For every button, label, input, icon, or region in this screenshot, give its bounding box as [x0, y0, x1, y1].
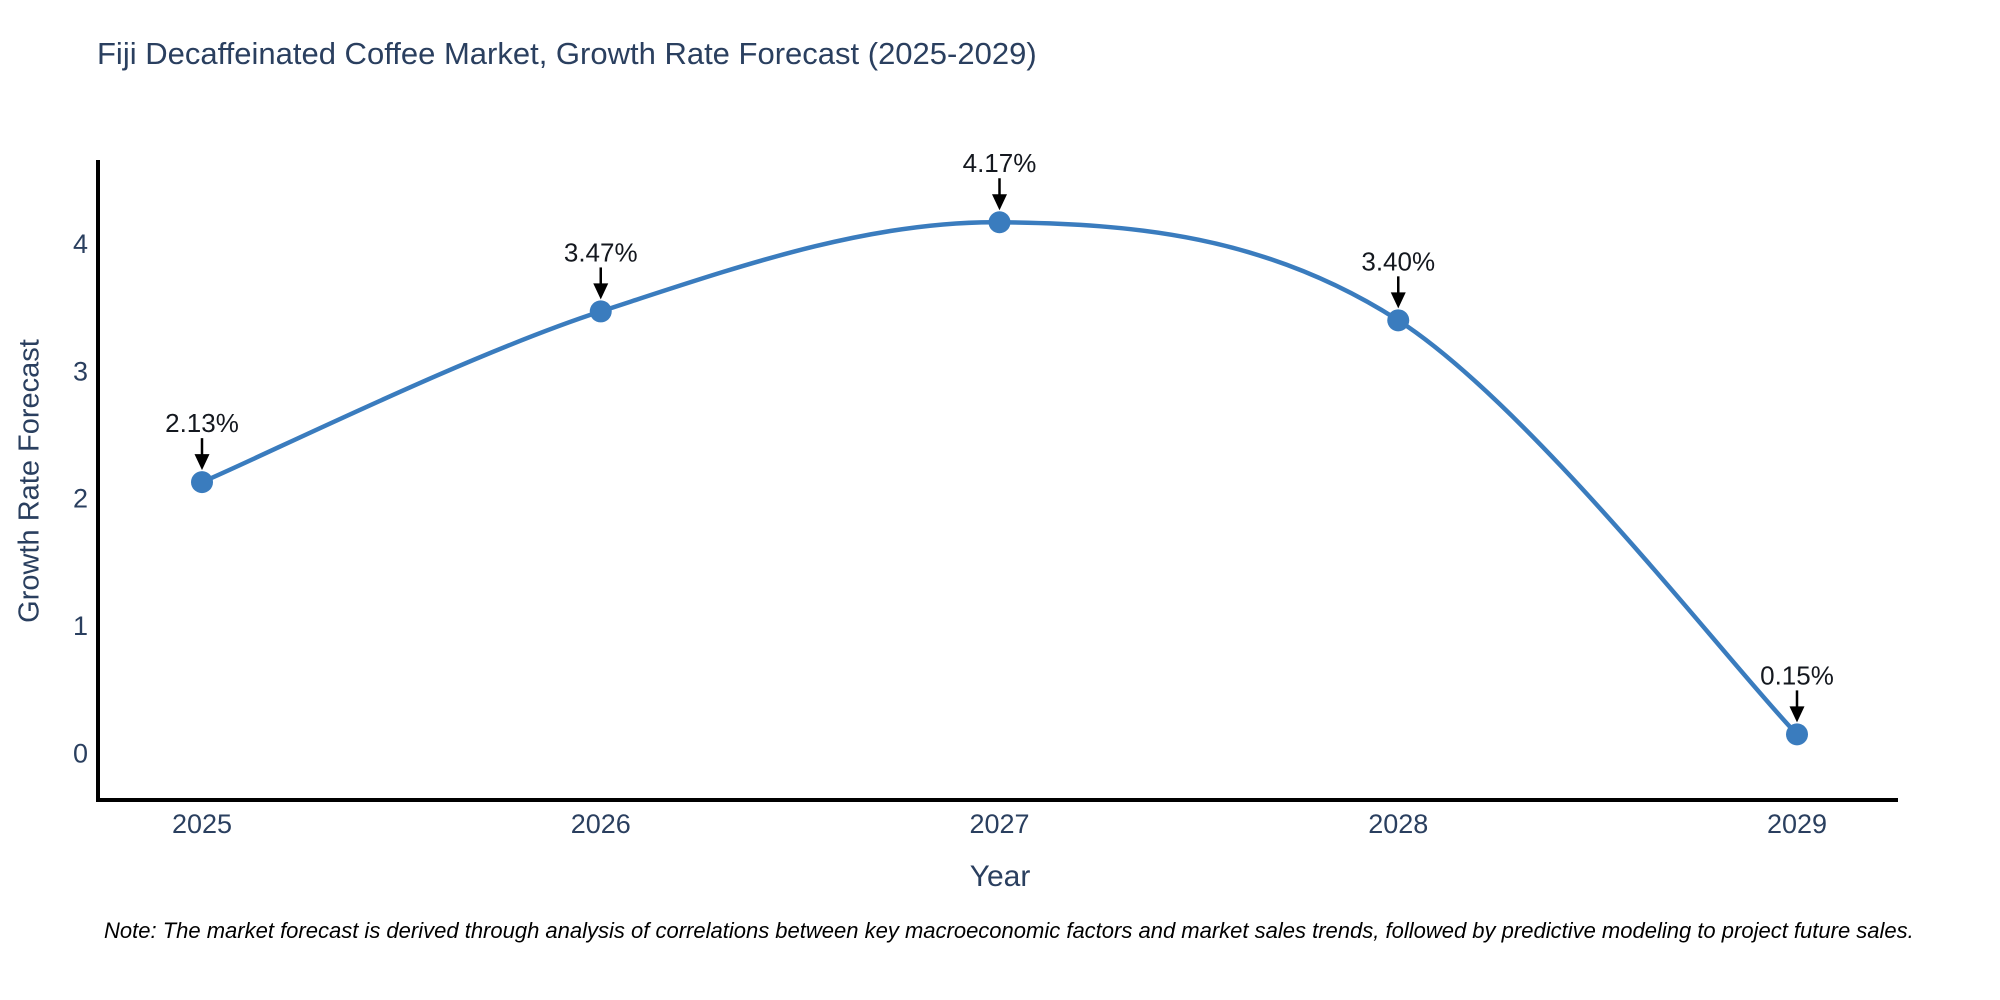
x-tick-label: 2026 — [571, 809, 631, 839]
data-point — [191, 471, 213, 494]
trend-line — [199, 219, 1800, 737]
y-tick-label: 0 — [73, 739, 88, 769]
annotation-arrowhead — [194, 454, 210, 471]
x-tick-label: 2029 — [1767, 809, 1827, 839]
x-tick-label: 2025 — [172, 809, 232, 839]
annotation-arrowhead — [1390, 292, 1406, 309]
y-tick-label: 2 — [73, 484, 88, 514]
annotation-arrowhead — [1789, 706, 1805, 723]
chart-note: Note: The market forecast is derived thr… — [104, 918, 1914, 943]
y-tick-label: 3 — [73, 356, 88, 386]
y-tick-label: 4 — [73, 229, 88, 259]
annotation-arrowhead — [992, 194, 1007, 211]
data-point — [988, 211, 1011, 234]
x-tick-label: 2027 — [969, 809, 1029, 839]
data-point — [589, 300, 612, 323]
point-label: 3.47% — [564, 237, 638, 267]
x-axis-title: Year — [969, 860, 1031, 893]
chart-title: Fiji Decaffeinated Coffee Market, Growth… — [97, 36, 1037, 71]
data-point — [1786, 723, 1808, 746]
x-tick-label: 2028 — [1368, 809, 1428, 839]
point-label: 4.17% — [963, 148, 1037, 178]
point-label: 2.13% — [165, 408, 239, 438]
y-tick-label: 1 — [73, 611, 88, 641]
y-axis-title: Growth Rate Forecast — [13, 339, 46, 623]
point-label: 0.15% — [1760, 660, 1834, 690]
data-point — [1387, 309, 1410, 332]
annotation-arrowhead — [593, 283, 609, 300]
point-label: 3.40% — [1361, 246, 1435, 276]
